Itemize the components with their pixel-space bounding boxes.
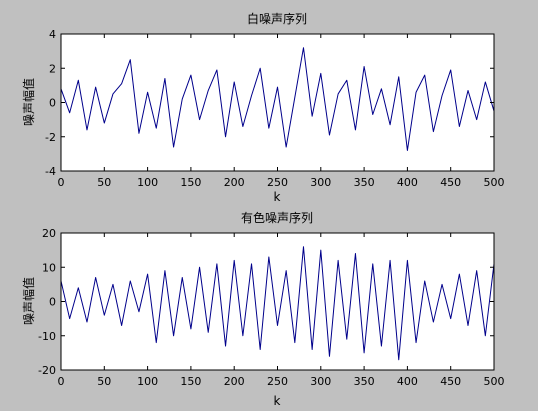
- colored-noise-xtick-label: 400: [397, 375, 418, 388]
- white-noise-xtick-label: 450: [440, 176, 461, 189]
- colored-noise-xtick-label: 150: [180, 375, 201, 388]
- white-noise-xlabel: k: [274, 190, 281, 204]
- white-noise-xtick-label: 300: [310, 176, 331, 189]
- colored-noise-ytick-label: -20: [38, 364, 56, 377]
- white-noise-ytick-label: -2: [45, 131, 56, 144]
- white-noise-plot-area: [61, 34, 494, 171]
- colored-noise-ytick-label: 0: [49, 296, 56, 309]
- colored-noise-axes: 有色噪声序列 噪声幅值 k 0 50 100 150 200 250 300 350 400 45…: [21, 210, 505, 408]
- white-noise-xtick-label: 400: [397, 176, 418, 189]
- colored-noise-ytick-label: -10: [38, 330, 56, 343]
- white-noise-xtick-label: 100: [137, 176, 158, 189]
- white-noise-xtick-label: 0: [58, 176, 65, 189]
- colored-noise-ytick-label: 10: [42, 261, 56, 274]
- colored-noise-xtick-label: 450: [440, 375, 461, 388]
- colored-noise-xtick-label: 200: [224, 375, 245, 388]
- white-noise-xtick-label: 200: [224, 176, 245, 189]
- white-noise-series-line: [60, 47, 495, 151]
- white-noise-ytick-label: -4: [45, 165, 56, 178]
- colored-noise-xtick-label: 100: [137, 375, 158, 388]
- colored-noise-xtick-label: 250: [267, 375, 288, 388]
- white-noise-ylabel: 噪声幅值: [21, 78, 36, 126]
- white-noise-xtick-label: 350: [354, 176, 375, 189]
- white-noise-axes: 白噪声序列 噪声幅值 k 0 50 100 150 200 250 300 350 400 450…: [21, 11, 505, 204]
- colored-noise-xtick-label: 50: [97, 375, 111, 388]
- colored-noise-xtick-label: 300: [310, 375, 331, 388]
- white-noise-xtick-label: 500: [484, 176, 505, 189]
- colored-noise-xtick-label: 0: [58, 375, 65, 388]
- colored-noise-xtick-label: 350: [354, 375, 375, 388]
- white-noise-xtick-label: 50: [97, 176, 111, 189]
- colored-noise-xtick-label: 500: [484, 375, 505, 388]
- colored-noise-series-line: [60, 246, 495, 361]
- white-noise-ytick-label: 0: [49, 97, 56, 110]
- colored-noise-title: 有色噪声序列: [241, 210, 313, 225]
- colored-noise-ylabel: 噪声幅值: [21, 277, 36, 325]
- white-noise-xtick-label: 250: [267, 176, 288, 189]
- white-noise-ytick-label: 4: [49, 28, 56, 41]
- white-noise-title: 白噪声序列: [247, 11, 307, 26]
- colored-noise-xlabel: k: [274, 394, 281, 408]
- white-noise-xtick-label: 150: [180, 176, 201, 189]
- colored-noise-ytick-label: 20: [42, 227, 56, 240]
- white-noise-ytick-label: 2: [49, 62, 56, 75]
